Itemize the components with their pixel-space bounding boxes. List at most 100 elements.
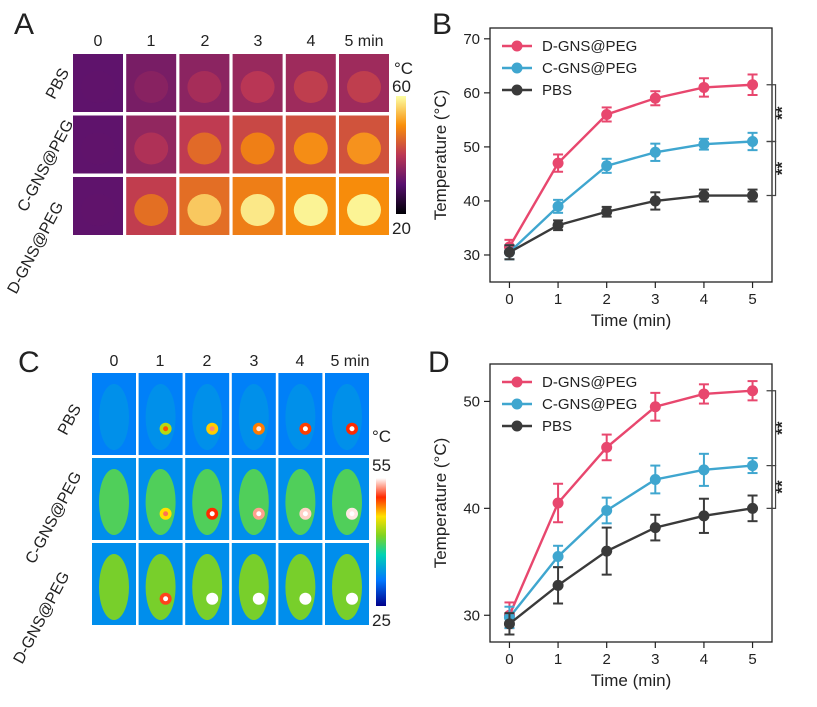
x-axis-label: Time (min) bbox=[591, 671, 672, 690]
data-point bbox=[601, 108, 613, 120]
time-header: 2 bbox=[203, 353, 212, 370]
data-point bbox=[698, 388, 710, 400]
thermal-hotspot bbox=[134, 71, 169, 103]
data-point bbox=[552, 219, 564, 231]
panel-b: B 0 1 2 3 4 5 30 40 50 60 70 Time (min) Temperature … bbox=[431, 8, 792, 330]
time-header: 0 bbox=[94, 33, 103, 50]
significance-bracket bbox=[766, 140, 777, 197]
series-line bbox=[508, 507, 753, 625]
tumor-core bbox=[163, 511, 169, 517]
data-point bbox=[552, 200, 564, 212]
significance-label: ** bbox=[773, 421, 792, 435]
tumor-core bbox=[256, 511, 262, 517]
tumor-core bbox=[163, 596, 169, 602]
mouse-body bbox=[192, 384, 223, 450]
data-point bbox=[649, 473, 661, 485]
y-axis-label: Temperature (°C) bbox=[431, 90, 450, 221]
plot-frame bbox=[489, 363, 773, 643]
panel-letter-b: B bbox=[432, 8, 452, 41]
significance-label: ** bbox=[773, 106, 792, 120]
mouse-body bbox=[99, 384, 129, 450]
data-point bbox=[649, 522, 661, 534]
mouse-body bbox=[238, 554, 269, 620]
row-label-pbs: PBS bbox=[43, 66, 73, 102]
time-header: 2 bbox=[201, 33, 210, 50]
colorbar-a-min: 20 bbox=[392, 219, 411, 238]
x-tick-label: 1 bbox=[554, 291, 562, 308]
data-point bbox=[698, 464, 710, 476]
tumor-core bbox=[349, 596, 355, 602]
thermal-cell bbox=[278, 373, 323, 455]
tumor-core bbox=[163, 426, 169, 432]
legend-label: D-GNS@PEG bbox=[542, 38, 637, 55]
data-point bbox=[552, 550, 564, 562]
tumor-core bbox=[302, 426, 308, 432]
tumor-core bbox=[256, 426, 262, 432]
panel-letter-c: C bbox=[18, 346, 40, 379]
tumor-core bbox=[302, 511, 308, 517]
panel-c-row-labels: PBS C-GNS@PEG D-GNS@PEG bbox=[11, 402, 86, 667]
data-point bbox=[747, 190, 759, 202]
x-tick-label: 0 bbox=[505, 651, 513, 668]
mouse-body bbox=[99, 469, 129, 535]
thermal-hotspot bbox=[187, 194, 222, 226]
colorbar-c-unit: °C bbox=[372, 427, 391, 446]
tumor-core bbox=[349, 511, 355, 517]
thermal-hotspot bbox=[240, 132, 275, 165]
panel-a: A 0 1 2 3 4 5 min PBS C-GNS@PEG D-GNS@PE… bbox=[5, 8, 413, 297]
data-point bbox=[601, 206, 613, 218]
mouse-body bbox=[285, 384, 316, 450]
mouse-body bbox=[145, 554, 176, 620]
x-tick-label: 2 bbox=[603, 291, 611, 308]
thermal-hotspot bbox=[347, 132, 381, 165]
time-header: 4 bbox=[307, 33, 316, 50]
panel-c-time-headers: 0 1 2 3 4 5 min bbox=[110, 353, 370, 370]
panel-letter-d: D bbox=[428, 346, 450, 379]
y-tick-label: 30 bbox=[463, 247, 480, 264]
legend-marker bbox=[511, 398, 523, 410]
significance-label: ** bbox=[773, 162, 792, 176]
y-tick-label: 40 bbox=[463, 193, 480, 210]
thermal-hotspot bbox=[347, 194, 381, 226]
plot-frame bbox=[489, 27, 773, 283]
mouse-body bbox=[332, 384, 362, 450]
thermal-hotspot bbox=[240, 194, 275, 226]
legend-label: C-GNS@PEG bbox=[542, 60, 637, 77]
data-point bbox=[503, 618, 515, 630]
legend-marker bbox=[511, 420, 523, 432]
thermal-cell bbox=[92, 373, 136, 455]
mouse-body bbox=[238, 469, 269, 535]
colorbar-c-min: 25 bbox=[372, 611, 391, 630]
y-tick-label: 50 bbox=[463, 139, 480, 156]
thermal-hotspot bbox=[240, 71, 275, 103]
data-point bbox=[747, 502, 759, 514]
mouse-body bbox=[192, 469, 223, 535]
colorbar-a-max: 60 bbox=[392, 77, 411, 96]
row-label-pbs: PBS bbox=[55, 402, 85, 438]
legend-marker bbox=[511, 376, 523, 388]
tumor-core bbox=[209, 596, 215, 602]
mouse-body bbox=[192, 554, 223, 620]
x-tick-label: 5 bbox=[748, 651, 756, 668]
data-point bbox=[747, 460, 759, 472]
data-point bbox=[698, 81, 710, 93]
y-tick-label: 60 bbox=[463, 85, 480, 102]
thermal-hotspot bbox=[347, 71, 381, 103]
time-header: 3 bbox=[250, 353, 259, 370]
thermal-hotspot bbox=[81, 71, 115, 103]
tumor-core bbox=[209, 511, 215, 517]
data-point bbox=[649, 92, 661, 104]
time-header: 1 bbox=[156, 353, 165, 370]
thermal-hotspot bbox=[81, 132, 115, 165]
legend-label: D-GNS@PEG bbox=[542, 374, 637, 391]
x-tick-label: 3 bbox=[651, 651, 659, 668]
y-tick-label: 30 bbox=[463, 607, 480, 624]
data-point bbox=[601, 441, 613, 453]
data-point bbox=[747, 385, 759, 397]
chart-b: 0 1 2 3 4 5 30 40 50 60 70 Time (min) Temperature (°… bbox=[431, 27, 792, 330]
thermal-hotspot bbox=[293, 194, 328, 226]
thermal-image-grid-a bbox=[73, 54, 389, 235]
mouse-body bbox=[99, 554, 129, 620]
thermal-hotspot bbox=[81, 194, 115, 226]
